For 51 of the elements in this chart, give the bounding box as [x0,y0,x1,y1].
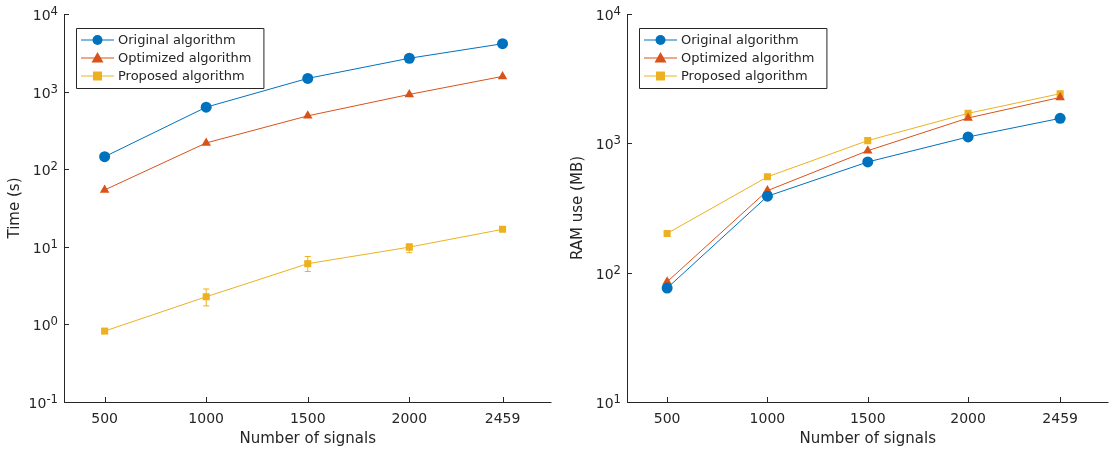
y-tick-label: 10$^{4}$ [32,3,58,24]
y-tick-label: 10$^{0}$ [32,314,58,334]
y-tick-label: 10$^{1}$ [32,236,58,257]
y-tick-label: 10$^{3}$ [595,133,621,153]
legend-label: Proposed algorithm [118,68,245,84]
point [763,173,771,181]
legend-label: Optimized algorithm [118,50,252,66]
y-tick-label: 10$^{-1}$ [28,391,58,412]
point [862,156,874,168]
point [962,131,974,143]
legend-label: Proposed algorithm [681,68,808,84]
point [864,137,872,145]
point [761,190,773,202]
y-tick-label: 10$^{2}$ [595,262,621,282]
x-tick-label: 1000 [749,410,786,426]
point [101,327,109,335]
x-tick-label: 2000 [391,410,428,426]
point [403,52,415,64]
x-tick-label: 500 [653,410,681,426]
point [99,151,111,163]
point [661,282,673,294]
legend-label: Optimized algorithm [681,50,815,66]
y-axis-title: Time (s) [4,177,23,240]
point [404,88,415,98]
point [302,72,314,84]
point [663,229,671,237]
y-tick-label: 10$^{3}$ [32,81,58,101]
x-tick-label: 1500 [289,410,326,426]
point [499,225,507,233]
x-tick-label: 2000 [950,410,986,426]
y-tick-label: 10$^{2}$ [32,158,58,179]
point [200,101,212,113]
point [201,137,211,146]
y-tick-label: 10$^{1}$ [595,391,621,412]
y-axis-title: RAM use (MB) [567,155,586,261]
point [963,112,973,121]
x-tick-label: 2459 [1042,410,1078,426]
x-axis-title: Number of signals [239,428,377,447]
point [1054,112,1066,124]
x-tick-label: 2459 [484,410,521,426]
x-tick-label: 500 [91,410,118,426]
legend-label: Original algorithm [681,32,799,48]
point [497,70,508,80]
y-tick-label: 10$^{4}$ [595,3,621,24]
x-axis-title: Number of signals [799,428,937,447]
point [302,110,313,119]
x-tick-label: 1000 [188,410,225,426]
point [497,38,509,50]
x-tick-label: 1500 [849,410,886,426]
legend-label: Original algorithm [118,32,236,48]
point [99,184,110,193]
